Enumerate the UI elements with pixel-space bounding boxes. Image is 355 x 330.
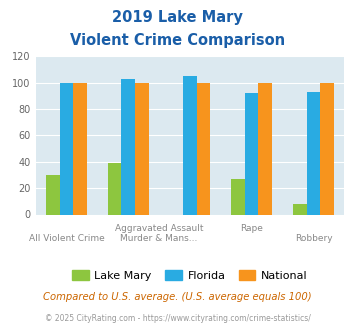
Text: Robbery: Robbery	[295, 234, 332, 243]
Text: 2019 Lake Mary: 2019 Lake Mary	[112, 10, 243, 25]
Bar	[183, 76, 197, 215]
Bar	[320, 82, 334, 214]
Bar	[197, 82, 210, 214]
Bar	[73, 82, 87, 214]
Bar	[121, 79, 135, 214]
Bar	[293, 204, 307, 214]
Bar	[46, 175, 60, 214]
Bar	[60, 82, 73, 214]
Bar	[231, 179, 245, 214]
Text: © 2025 CityRating.com - https://www.cityrating.com/crime-statistics/: © 2025 CityRating.com - https://www.city…	[45, 314, 310, 323]
Bar	[135, 82, 148, 214]
Bar	[258, 82, 272, 214]
Text: Murder & Mans...: Murder & Mans...	[120, 234, 198, 243]
Text: Aggravated Assault: Aggravated Assault	[115, 224, 203, 233]
Text: Compared to U.S. average. (U.S. average equals 100): Compared to U.S. average. (U.S. average …	[43, 292, 312, 302]
Text: Rape: Rape	[240, 224, 263, 233]
Bar	[307, 92, 320, 214]
Text: Violent Crime Comparison: Violent Crime Comparison	[70, 33, 285, 48]
Text: All Violent Crime: All Violent Crime	[28, 234, 104, 243]
Bar	[245, 93, 258, 214]
Legend: Lake Mary, Florida, National: Lake Mary, Florida, National	[68, 265, 312, 285]
Bar	[108, 163, 121, 215]
